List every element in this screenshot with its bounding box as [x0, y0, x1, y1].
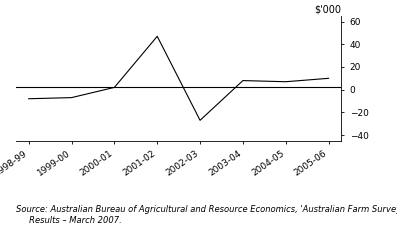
Text: $'000: $'000: [314, 5, 341, 15]
Text: Source: Australian Bureau of Agricultural and Resource Economics, 'Australian Fa: Source: Australian Bureau of Agricultura…: [16, 205, 397, 225]
